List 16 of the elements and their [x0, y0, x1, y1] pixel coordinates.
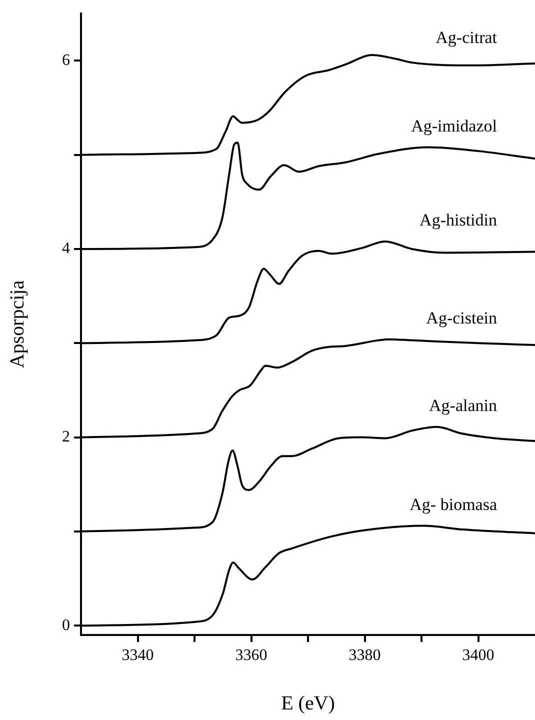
series-label: Ag-imidazol [411, 116, 498, 136]
y-tick-label: 0 [62, 616, 70, 634]
y-tick-label: 4 [62, 240, 70, 258]
x-tick-label: 3400 [462, 646, 494, 664]
series-label: Ag-alanin [429, 396, 498, 415]
series-label: Ag-citrat [436, 28, 498, 47]
x-tick-label: 3360 [235, 646, 268, 664]
x-tick-label: 3340 [122, 646, 154, 664]
x-tick-label: 3380 [348, 646, 381, 664]
series-label: Ag-cistein [426, 308, 498, 328]
y-axis-title: Apsorpcija [6, 280, 28, 368]
series-label: Ag- biomasa [410, 494, 498, 514]
y-tick-label: 2 [62, 428, 70, 446]
y-tick-label: 6 [62, 52, 70, 69]
series-label: Ag-histidin [420, 210, 498, 230]
x-axis-title: E (eV) [281, 692, 335, 714]
